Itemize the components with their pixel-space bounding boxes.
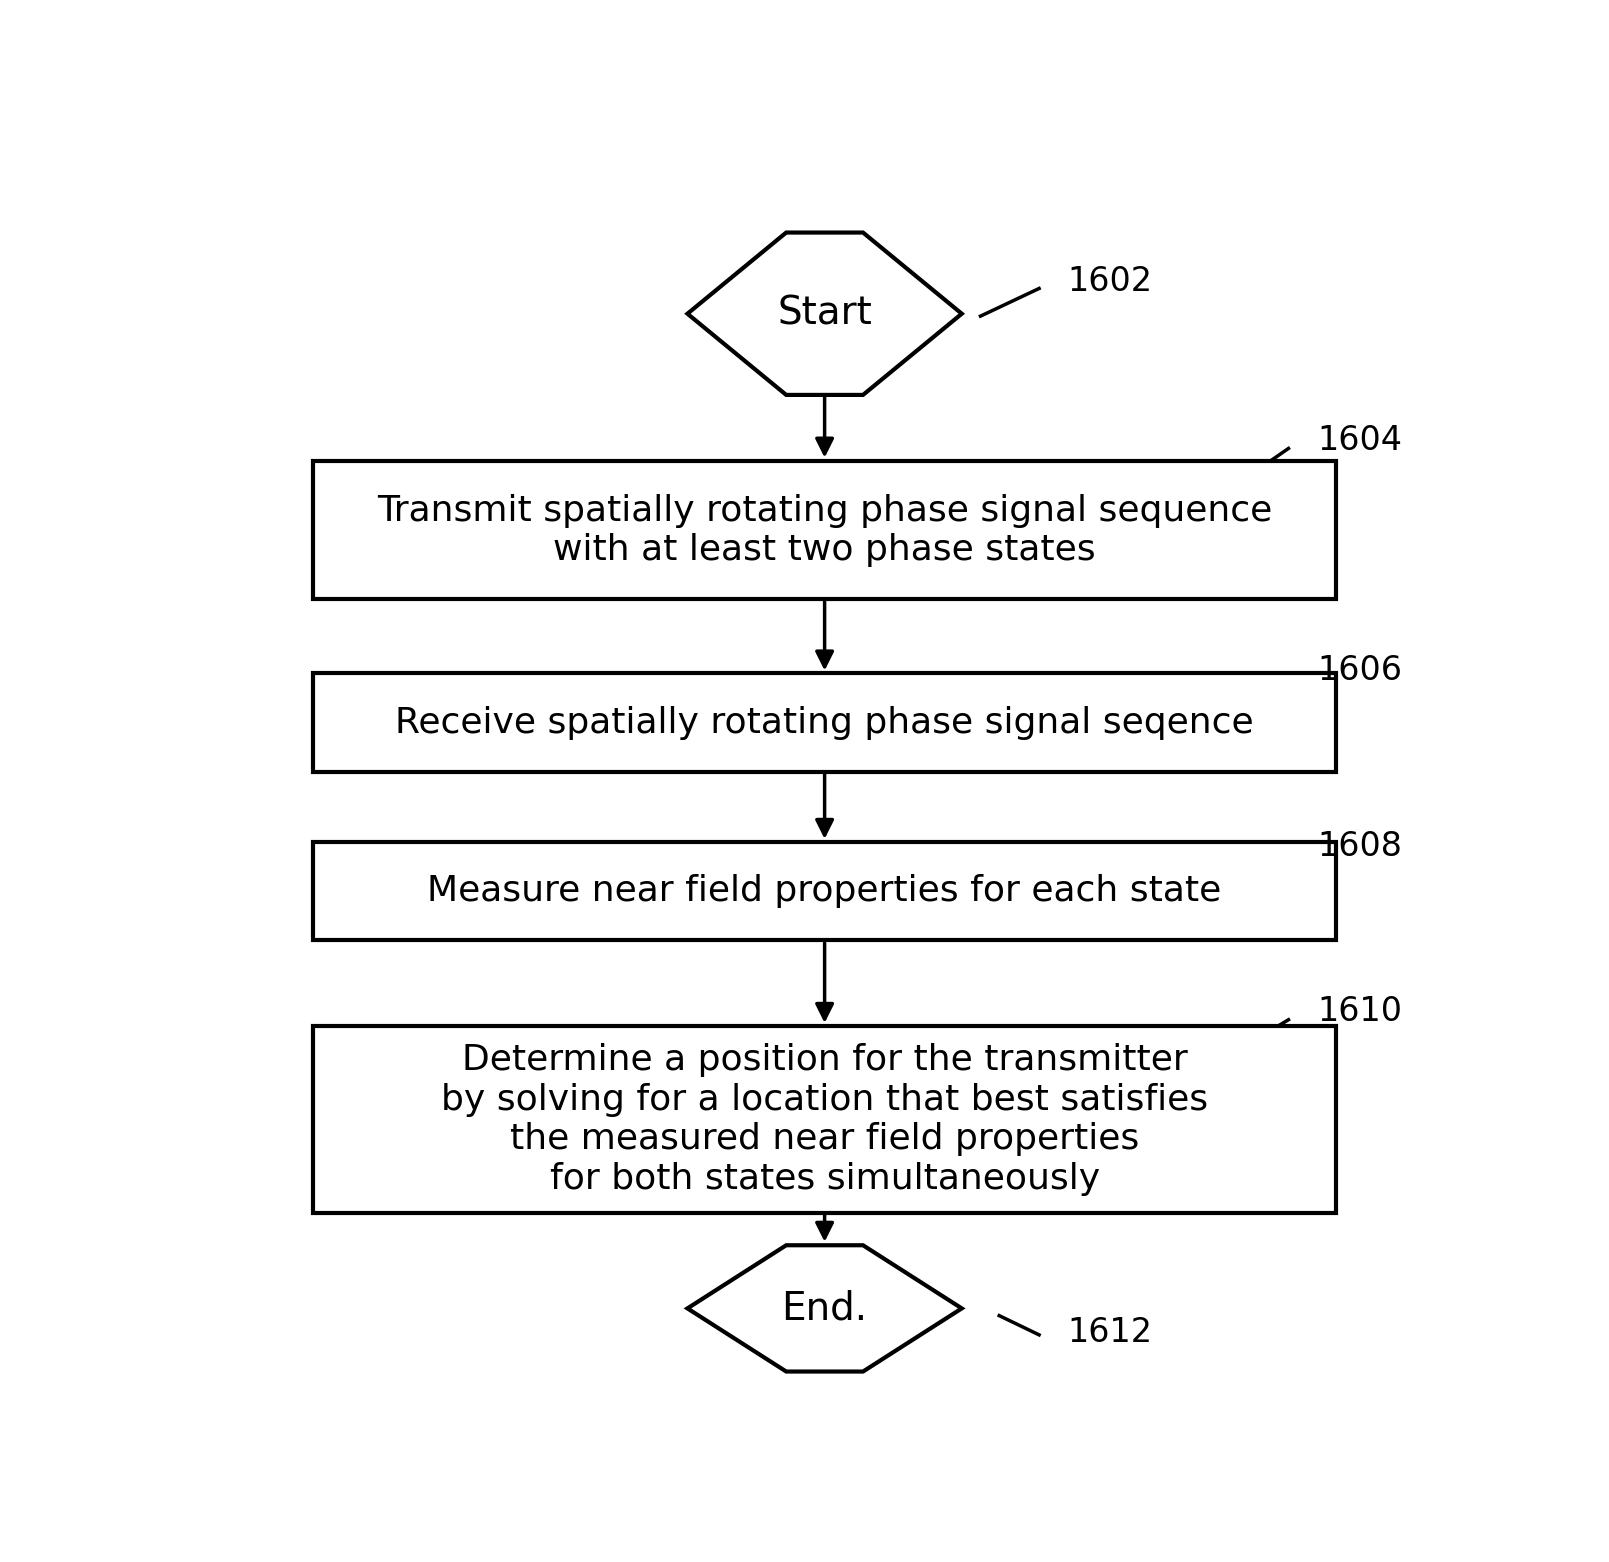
Bar: [314, 461, 1335, 600]
Text: 1610: 1610: [1318, 995, 1401, 1028]
Polygon shape: [687, 1245, 962, 1371]
Text: Receive spatially rotating phase signal seqence: Receive spatially rotating phase signal …: [396, 706, 1253, 740]
Text: End.: End.: [782, 1289, 867, 1328]
Text: 1604: 1604: [1318, 423, 1401, 456]
Text: 1612: 1612: [1068, 1315, 1154, 1350]
Bar: [314, 1026, 1335, 1212]
Text: 1606: 1606: [1318, 654, 1401, 687]
Text: Determine a position for the transmitter
by solving for a location that best sat: Determine a position for the transmitter…: [441, 1043, 1208, 1195]
Text: Start: Start: [777, 295, 872, 333]
Polygon shape: [687, 233, 962, 395]
Bar: [314, 842, 1335, 940]
Text: Measure near field properties for each state: Measure near field properties for each s…: [428, 875, 1221, 908]
Text: 1608: 1608: [1318, 829, 1401, 864]
Bar: [314, 673, 1335, 772]
Text: Transmit spatially rotating phase signal sequence
with at least two phase states: Transmit spatially rotating phase signal…: [377, 494, 1273, 567]
Text: 1602: 1602: [1068, 264, 1154, 298]
